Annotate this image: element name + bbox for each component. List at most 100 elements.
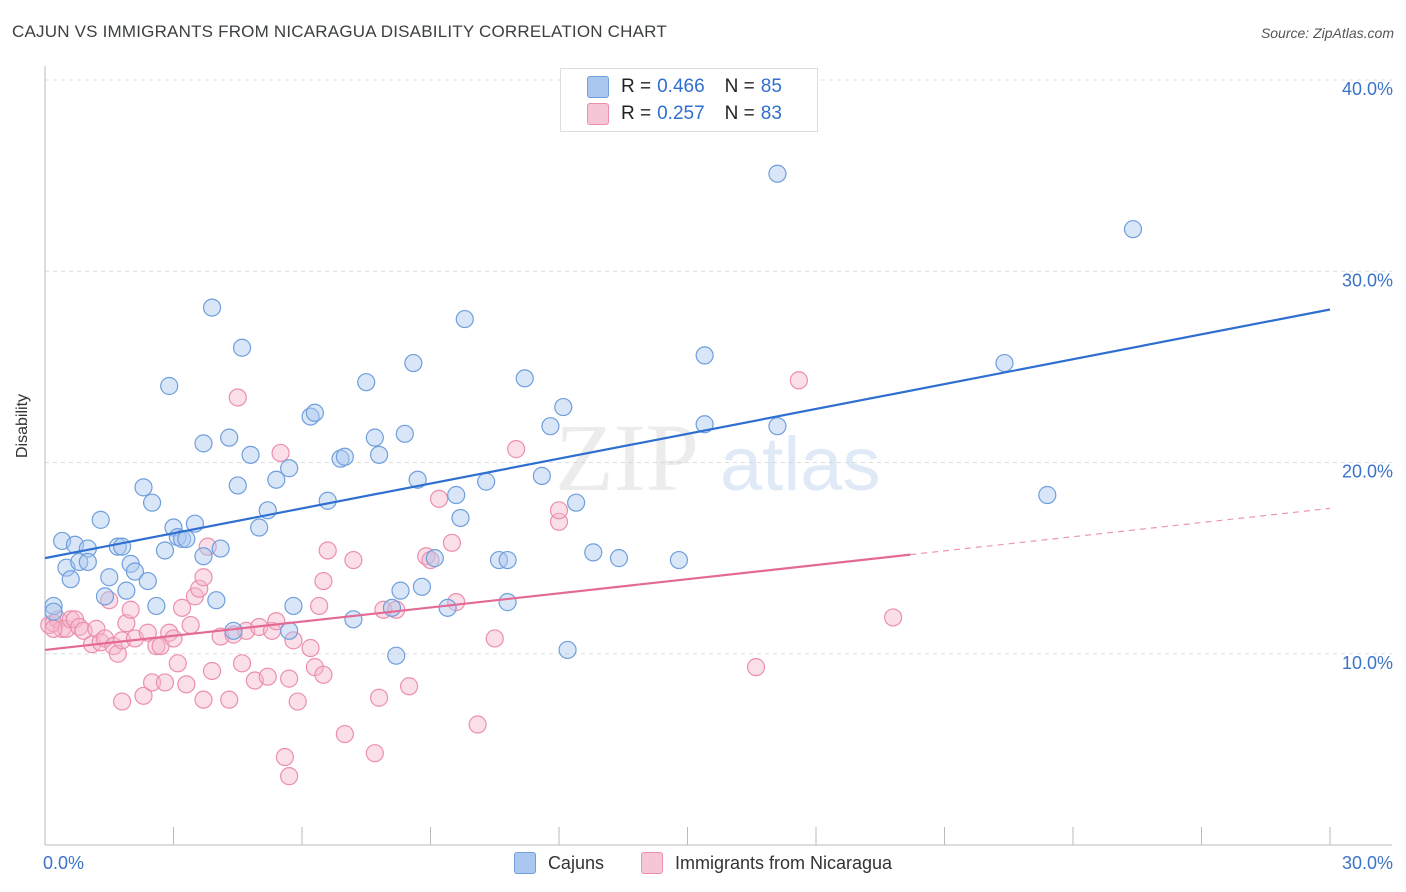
legend-item-immigrants[interactable]: Immigrants from Nicaragua [640,852,893,874]
cajuns-point [391,581,410,600]
cajuns-point [232,338,252,357]
immigrants-point [142,673,162,692]
cajuns-point [194,547,213,566]
legend-label-cajuns: Cajuns [547,852,604,873]
immigrants-point [507,440,526,459]
immigrants-point [177,675,196,694]
cajuns-point [768,417,787,436]
immigrants-point [121,600,140,619]
grid-lines [45,79,1392,655]
cajuns-point [280,621,299,640]
immigrants-point [168,654,187,673]
cajuns-point [395,424,414,443]
cajuns-swatch [587,76,609,98]
cajuns-point [280,459,299,478]
cajuns-point [138,571,157,591]
cajuns-point [768,164,787,183]
x-tick-label: 30.0% [1342,853,1393,873]
series-legend: Cajuns Immigrants from Nicaragua [0,852,1406,879]
cajuns-point [142,493,162,512]
cajuns-point [220,428,239,447]
cajuns-point [558,640,577,660]
immigrants-point [280,767,299,786]
immigrants-point [314,571,333,591]
immigrants-point [108,644,127,663]
series-immigrants-points [40,371,903,786]
immigrants-point [202,661,222,681]
trend-line-dashed [910,507,1331,556]
cajuns-point [404,353,423,373]
cajuns-point [567,493,586,512]
cajuns-point [412,577,432,596]
cajuns-point [370,445,389,464]
immigrants-point [399,677,419,696]
cajuns-point [425,549,444,568]
axes [44,66,1392,846]
cajuns-point [44,602,63,621]
cajuns-point [584,543,603,562]
immigrants-point [138,623,157,642]
immigrants-point [314,665,333,684]
immigrants-point [442,533,462,552]
n-label: N = [724,76,755,97]
cajuns-point [250,518,269,537]
cajuns-point [1123,220,1143,239]
legend-item-cajuns[interactable]: Cajuns [513,852,604,874]
immigrants-point [164,629,183,648]
immigrants-point [365,744,384,763]
cajuns-point [344,610,363,629]
stats-row-cajuns: R = 0.466 N = 85 [587,75,782,99]
cajuns-point [995,353,1014,373]
cajuns-point [241,445,260,464]
trend-line-solid [44,553,911,652]
immigrants-point [194,568,213,587]
r-label: R = [621,76,652,97]
immigrants-point [190,579,209,598]
tick-labels: 10.0% 20.0% 30.0% 40.0% 0.0% 30.0% [43,79,1393,873]
r-label: R = [621,103,652,124]
cajuns-point [532,466,551,485]
immigrants-swatch [640,852,663,874]
trend-lines [44,308,1331,652]
legend-label-immigrants: Immigrants from Nicaragua [674,852,893,873]
n-value: 85 [760,76,782,97]
immigrants-point [181,615,200,635]
r-value: 0.257 [657,103,705,124]
immigrants-point [485,629,504,648]
cajuns-point [284,596,303,616]
cajuns-point [498,593,517,612]
cajuns-point [695,346,714,365]
immigrants-point [370,688,389,707]
immigrants-point [155,673,175,692]
cajuns-point [177,529,196,549]
immigrants-point [344,550,363,570]
immigrants-point [746,658,766,677]
immigrants-point [232,654,252,673]
cajuns-point [447,485,466,505]
immigrants-point [310,596,329,616]
immigrants-point [549,501,569,520]
cajuns-point [357,373,376,392]
cajuns-point [498,550,517,570]
immigrants-point [117,614,136,633]
cajuns-point [695,415,714,434]
cajuns-point [455,309,474,329]
cajuns-point [305,403,324,422]
immigrants-point [429,489,449,508]
cajuns-point [125,562,145,581]
y-tick-label: 10.0% [1342,653,1393,673]
immigrants-point [301,638,320,658]
immigrants-point [134,686,153,705]
immigrants-point [275,747,294,767]
immigrants-point [280,669,299,688]
watermark-zip: ZIP [555,404,699,511]
series-cajuns-points [44,164,1143,665]
immigrants-point [228,388,247,407]
cajuns-point [1038,485,1057,505]
cajuns-point [202,298,222,317]
cajuns-point [365,428,384,447]
y-tick-label: 40.0% [1342,79,1393,99]
cajuns-point [609,549,629,568]
cajuns-point [194,434,213,453]
immigrants-point [318,541,337,560]
